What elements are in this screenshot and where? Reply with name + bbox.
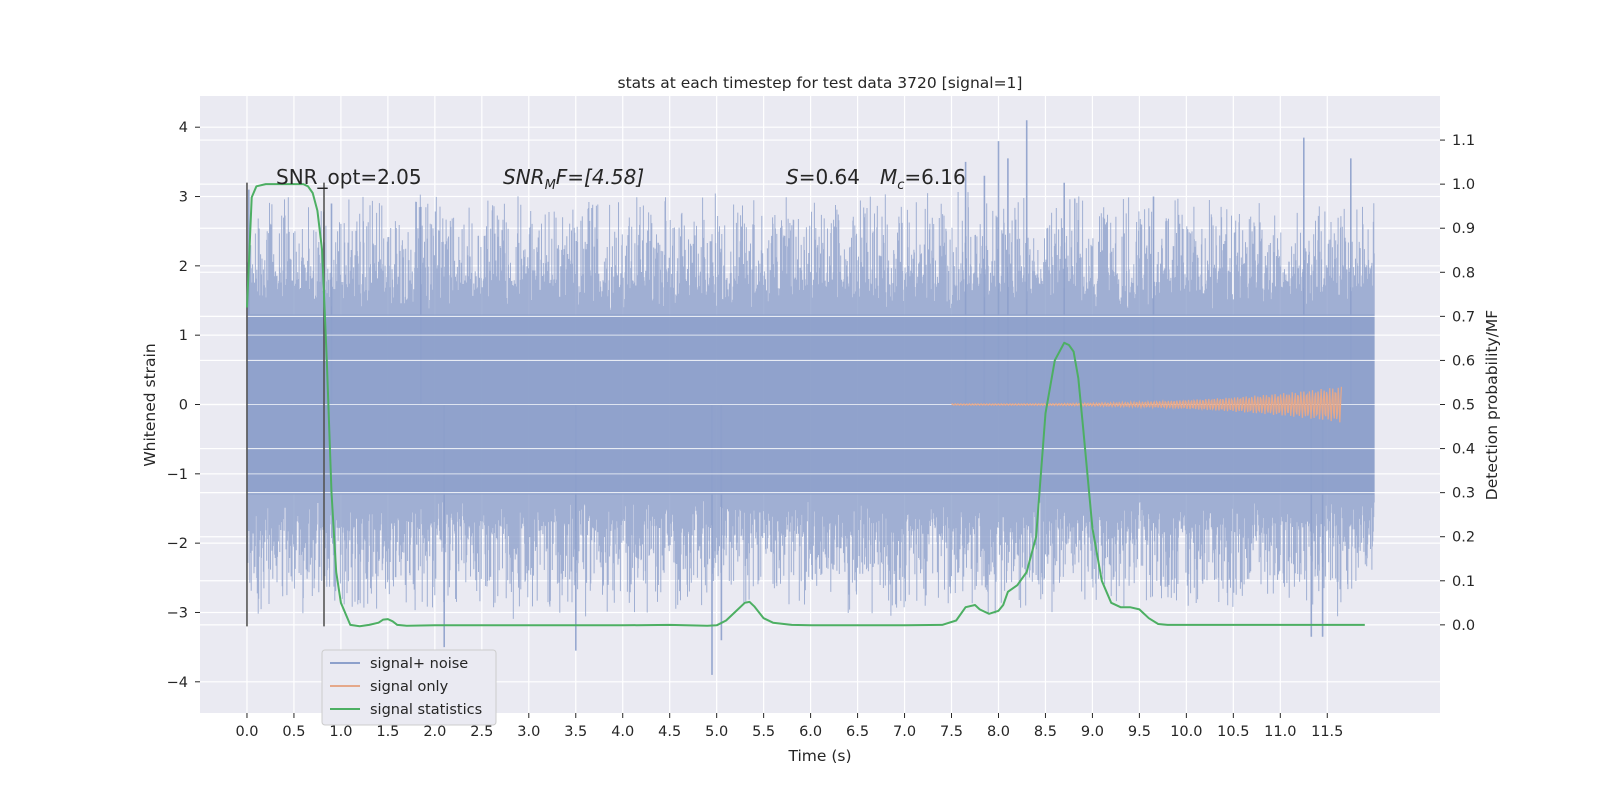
y-left-tick-label: −1 [167,467,188,483]
x-tick-label: 1.5 [376,724,399,740]
noise-peaks [248,120,1352,675]
x-tick-label: 0.0 [235,724,258,740]
x-tick-label: 6.0 [799,724,822,740]
y-axis-label-left: Whitened strain [141,343,159,466]
y-right-tick-label: 0.6 [1452,353,1475,369]
legend: signal+ noise signal only signal statist… [321,649,497,726]
x-tick-label: 5.5 [752,724,775,740]
y-right-tick-label: 0.0 [1452,618,1475,634]
x-tick-label: 3.0 [517,724,540,740]
x-tick-label: 10.0 [1170,724,1202,740]
y-left-tick-label: 4 [179,120,188,136]
x-tick-label: 7.0 [893,724,916,740]
annotation-snr-mf-symbol: SNR [503,165,545,189]
y-left-tick-label: −4 [167,675,188,691]
x-tick-label: 10.5 [1217,724,1249,740]
x-axis-label: Time (s) [787,747,851,765]
vertical-markers [246,182,325,627]
x-tick-label: 7.5 [940,724,963,740]
x-tick-label: 2.5 [470,724,493,740]
annotation-mc-value: =6.16 [904,165,965,189]
legend-label-signal-only: signal only [370,679,449,695]
legend-label-signal-statistics: signal statistics [370,702,482,718]
y-left-tick-label: 2 [179,259,188,275]
annotation-mc: Mc=6.16 [880,165,966,193]
y-right-tick-label: 0.1 [1452,574,1475,590]
x-tick-label: 5.0 [705,724,728,740]
annotation-mc-symbol: M [880,165,897,189]
x-tick-label: 8.0 [987,724,1010,740]
annotation-s-value: =0.64 [799,165,860,189]
annotation-s-symbol: S [786,165,799,189]
y-right-tick-label: 0.2 [1452,530,1475,546]
x-tick-label: 4.5 [658,724,681,740]
x-tick-label: 4.0 [611,724,634,740]
annotation-snr-mf-value: F=[4.58] [556,165,644,189]
x-tick-label: 6.5 [846,724,869,740]
y-axis-label-right: Detection probability/MF [1483,310,1501,501]
y-right-tick-label: 0.4 [1452,442,1475,458]
annotation-mc-subscript: c [897,178,904,193]
x-tick-label: 3.5 [564,724,587,740]
y-right-tick-label: 0.5 [1452,398,1475,414]
legend-box [321,649,497,726]
x-tick-label: 9.0 [1081,724,1104,740]
signal-only-series [951,386,1342,423]
annotation-snr-mf-subscript: M [545,178,556,193]
x-tick-label: 1.0 [329,724,352,740]
annotation-s: S=0.64 [786,165,860,189]
y-right-tick-label: 0.3 [1452,486,1475,502]
x-tick-label: 8.5 [1034,724,1057,740]
y-right-tick-label: 0.7 [1452,309,1475,325]
x-tick-label: 11.0 [1264,724,1296,740]
y-right-tick-label: 1.0 [1452,177,1475,193]
y-right-tick-label: 1.1 [1452,133,1475,149]
chart-title: stats at each timestep for test data 372… [618,74,1023,92]
y-right-tick-label: 0.9 [1452,221,1475,237]
annotation-snr-opt: SNR_opt=2.05 [276,165,422,189]
y-right-tick-label: 0.8 [1452,265,1475,281]
x-tick-label: 0.5 [282,724,305,740]
y-left-tick-label: 3 [179,190,188,206]
legend-label-signal-noise: signal+ noise [370,656,468,672]
y-left-tick-label: 1 [179,328,188,344]
signal-only-line [951,386,1342,423]
annotation-snr-mf: SNRMF=[4.58] [503,165,644,193]
axis-ticks: 0.0 0.5 1.0 1.5 2.0 2.5 3.0 3.5 4.0 4.5 5.0 5.5 6.0 6… [167,120,1475,740]
y-left-tick-label: −2 [167,536,188,552]
signal-statistics-series [246,183,1365,628]
y-left-tick-label: −3 [167,605,188,621]
signal-statistics-line [246,183,1365,628]
x-tick-label: 2.0 [423,724,446,740]
y-left-tick-label: 0 [179,398,188,414]
x-tick-label: 11.5 [1311,724,1343,740]
x-tick-label: 9.5 [1128,724,1151,740]
